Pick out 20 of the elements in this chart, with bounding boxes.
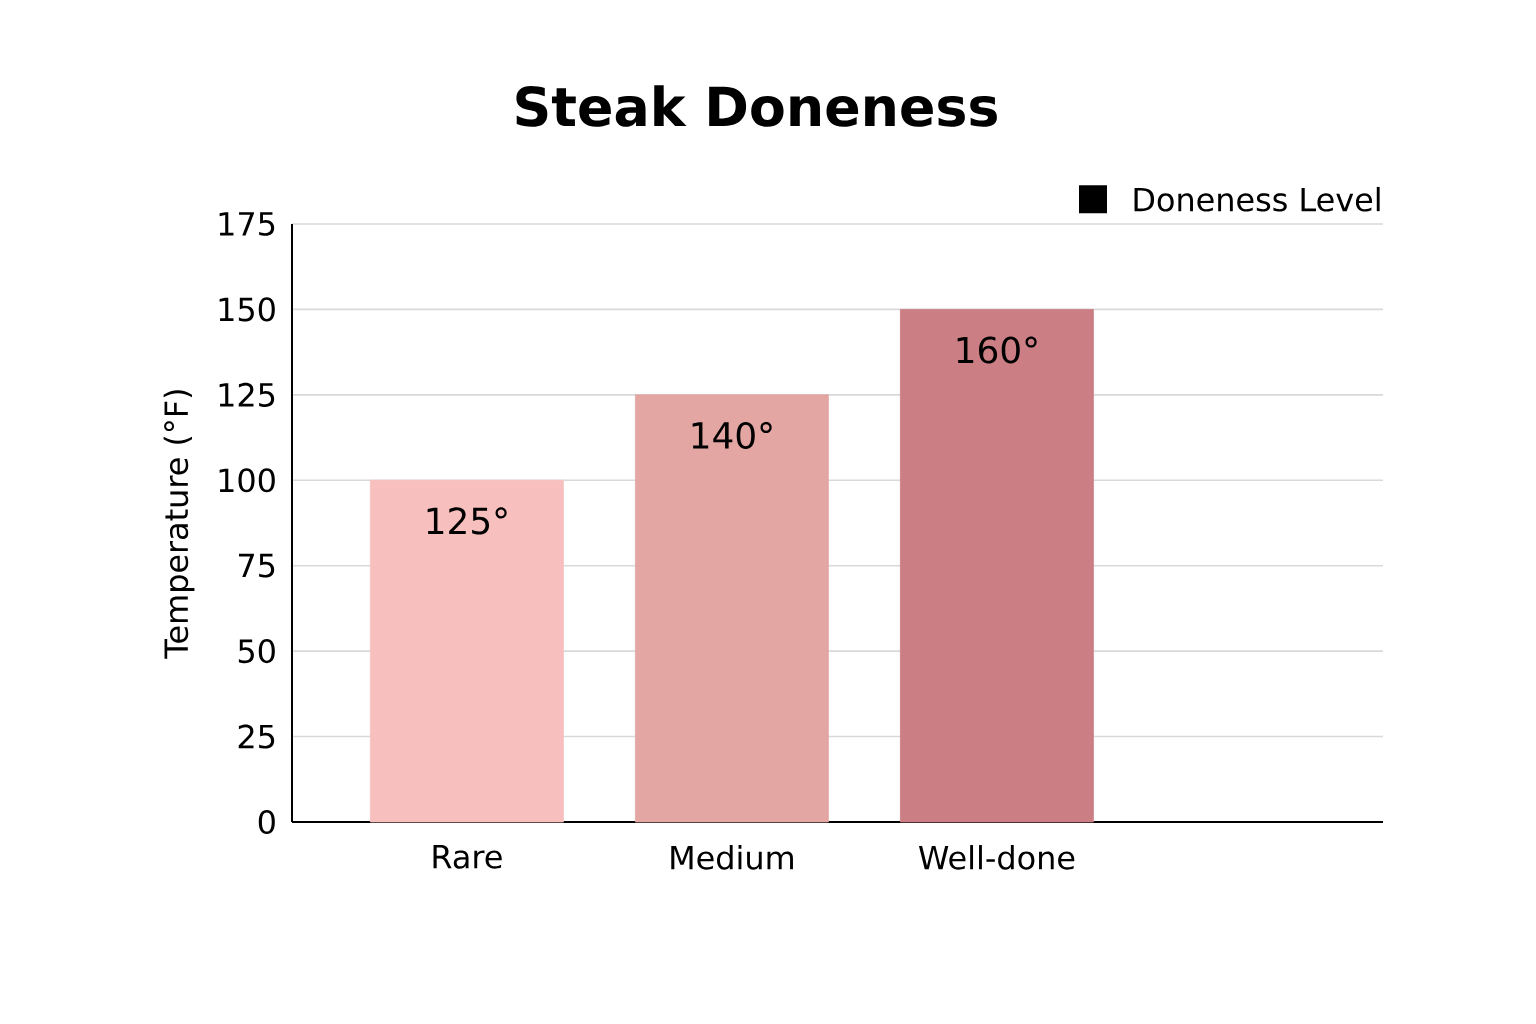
annotation: 125°: [427, 507, 507, 535]
y-tick-label: 125: [219, 382, 275, 407]
text: Doneness Level: [1134, 186, 1380, 212]
x-tick-label: Rare: [433, 845, 502, 869]
chart-title: Steak Doneness: [516, 85, 997, 127]
bar: [370, 479, 564, 823]
y-tick-label: 25: [238, 724, 275, 749]
bar: [900, 309, 1094, 823]
x-tick-label: Well-done: [918, 845, 1075, 870]
y-tick-label: 75: [239, 553, 275, 578]
y-tick-label: 150: [219, 297, 275, 322]
x-tick-label: Medium: [671, 845, 793, 870]
y-tick-label: 100: [219, 468, 275, 493]
y-tick-label: 0: [258, 809, 275, 835]
y-tick-label: 175: [219, 212, 275, 236]
y-tick-label: 50: [238, 639, 275, 664]
bar: [635, 394, 829, 823]
annotation: 160°: [957, 336, 1037, 364]
annotation: 140°: [692, 421, 772, 450]
y-axis-title: Temperature (°F): [163, 390, 195, 659]
